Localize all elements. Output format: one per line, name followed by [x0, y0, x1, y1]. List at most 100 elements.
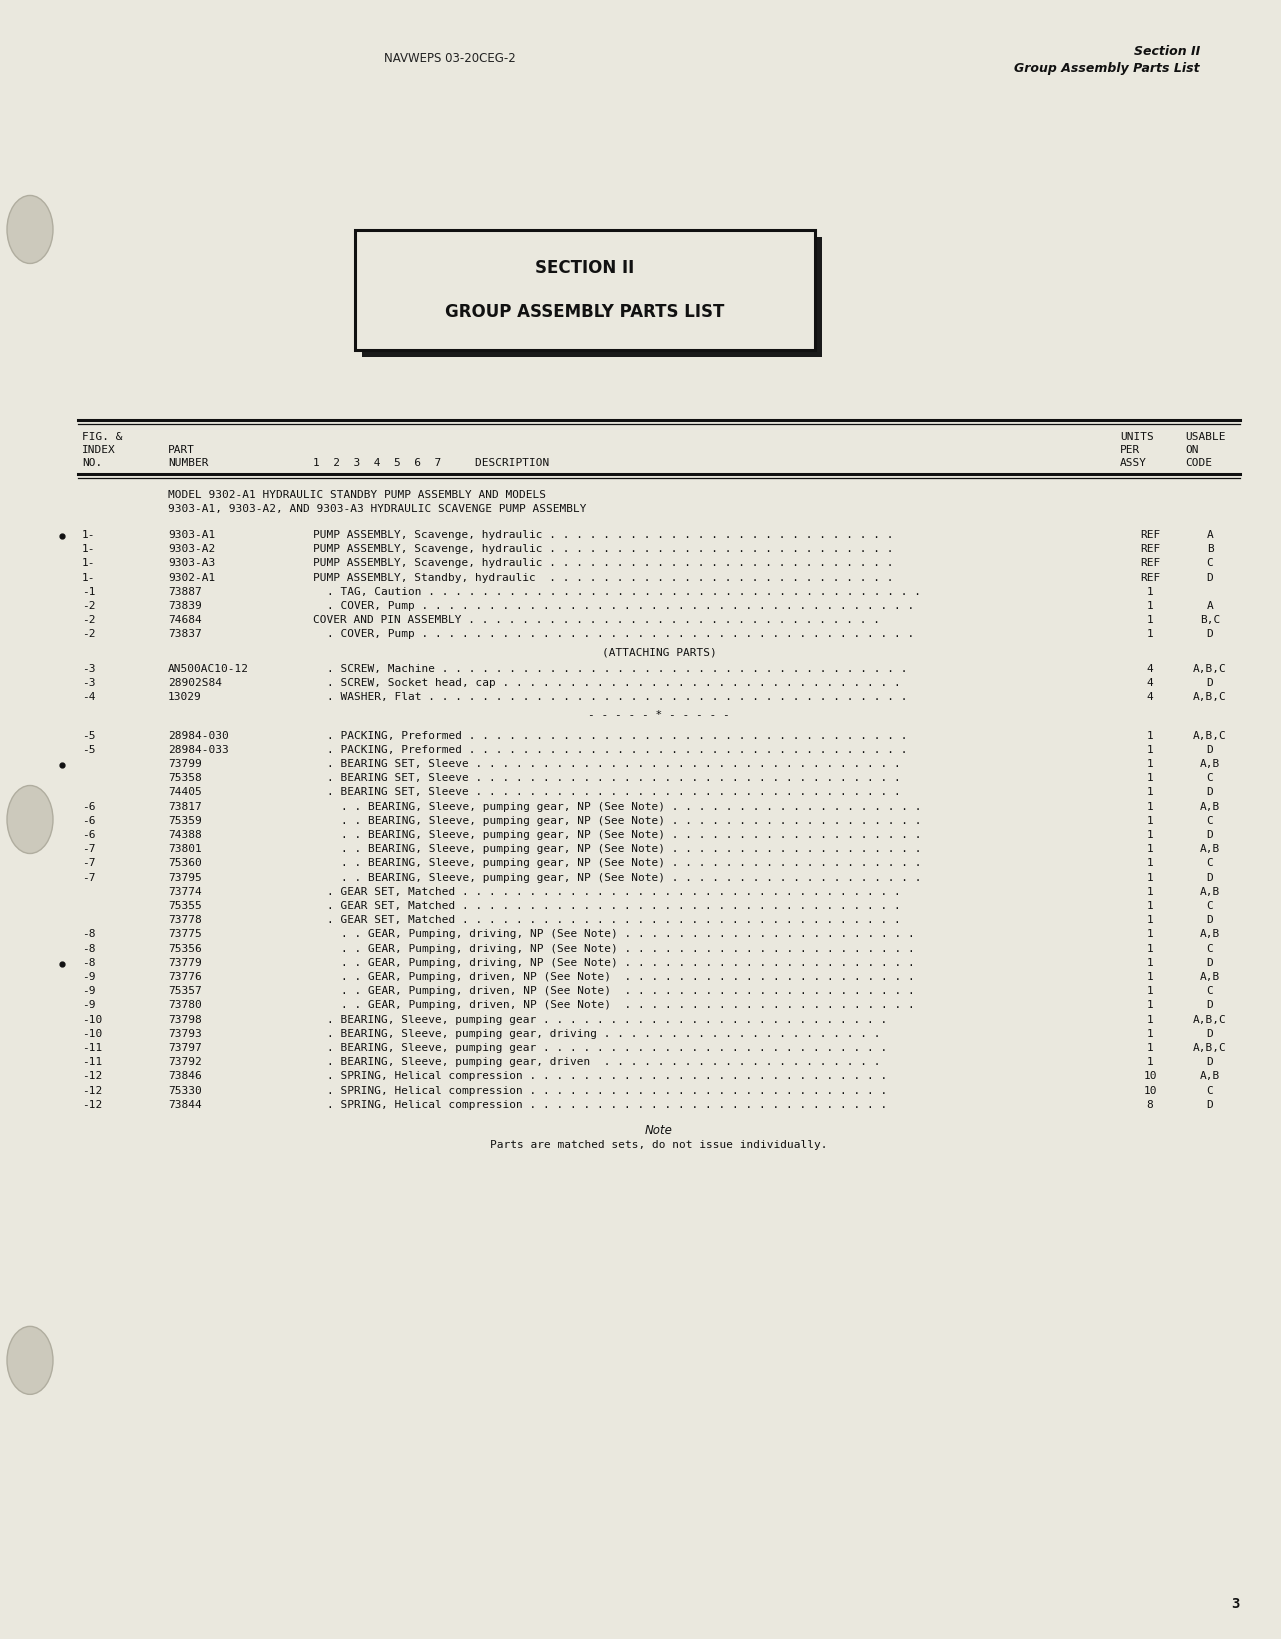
- Text: . BEARING, Sleeve, pumping gear . . . . . . . . . . . . . . . . . . . . . . . . : . BEARING, Sleeve, pumping gear . . . . …: [327, 1042, 888, 1052]
- Text: 1: 1: [1146, 829, 1153, 841]
- Text: -11: -11: [82, 1057, 102, 1067]
- Text: 28984-030: 28984-030: [168, 731, 229, 741]
- Text: . SPRING, Helical compression . . . . . . . . . . . . . . . . . . . . . . . . . : . SPRING, Helical compression . . . . . …: [327, 1100, 888, 1110]
- Text: 73837: 73837: [168, 629, 201, 639]
- Text: 1: 1: [1146, 587, 1153, 597]
- Text: . PACKING, Preformed . . . . . . . . . . . . . . . . . . . . . . . . . . . . . .: . PACKING, Preformed . . . . . . . . . .…: [327, 744, 907, 756]
- Text: PUMP ASSEMBLY, Scavenge, hydraulic . . . . . . . . . . . . . . . . . . . . . . .: PUMP ASSEMBLY, Scavenge, hydraulic . . .…: [313, 559, 894, 569]
- Text: A,B,C: A,B,C: [1193, 1015, 1227, 1024]
- Text: . BEARING, Sleeve, pumping gear, driving . . . . . . . . . . . . . . . . . . . .: . BEARING, Sleeve, pumping gear, driving…: [327, 1029, 880, 1039]
- Text: Parts are matched sets, do not issue individually.: Parts are matched sets, do not issue ind…: [491, 1141, 828, 1151]
- Text: 1: 1: [1146, 901, 1153, 911]
- Text: 73780: 73780: [168, 1000, 201, 1010]
- Text: C: C: [1207, 559, 1213, 569]
- Text: A: A: [1207, 529, 1213, 539]
- Text: NO.: NO.: [82, 457, 102, 469]
- Text: C: C: [1207, 987, 1213, 997]
- Text: . BEARING SET, Sleeve . . . . . . . . . . . . . . . . . . . . . . . . . . . . . : . BEARING SET, Sleeve . . . . . . . . . …: [327, 759, 901, 769]
- Text: D: D: [1207, 872, 1213, 882]
- Text: -3: -3: [82, 679, 96, 688]
- Text: 1: 1: [1146, 1057, 1153, 1067]
- Text: 1: 1: [1146, 1042, 1153, 1052]
- Text: . PACKING, Preformed . . . . . . . . . . . . . . . . . . . . . . . . . . . . . .: . PACKING, Preformed . . . . . . . . . .…: [327, 731, 907, 741]
- Text: 75355: 75355: [168, 901, 201, 911]
- Text: -2: -2: [82, 629, 96, 639]
- Bar: [363, 238, 822, 357]
- Text: D: D: [1207, 744, 1213, 756]
- Text: . GEAR SET, Matched . . . . . . . . . . . . . . . . . . . . . . . . . . . . . . : . GEAR SET, Matched . . . . . . . . . . …: [327, 915, 901, 924]
- Text: 75359: 75359: [168, 816, 201, 826]
- Text: 10: 10: [1143, 1072, 1157, 1082]
- Text: -11: -11: [82, 1042, 102, 1052]
- Text: . . GEAR, Pumping, driven, NP (See Note)  . . . . . . . . . . . . . . . . . . . : . . GEAR, Pumping, driven, NP (See Note)…: [341, 972, 915, 982]
- Text: 1: 1: [1146, 859, 1153, 869]
- Text: A,B,C: A,B,C: [1193, 692, 1227, 701]
- Text: C: C: [1207, 859, 1213, 869]
- Text: . SPRING, Helical compression . . . . . . . . . . . . . . . . . . . . . . . . . : . SPRING, Helical compression . . . . . …: [327, 1072, 888, 1082]
- Text: D: D: [1207, 915, 1213, 924]
- Text: 10: 10: [1143, 1085, 1157, 1095]
- Text: 9303-A1, 9303-A2, AND 9303-A3 HYDRAULIC SCAVENGE PUMP ASSEMBLY: 9303-A1, 9303-A2, AND 9303-A3 HYDRAULIC …: [168, 505, 587, 515]
- Text: 1-: 1-: [82, 529, 96, 539]
- Text: 73778: 73778: [168, 915, 201, 924]
- Text: 4: 4: [1146, 679, 1153, 688]
- Text: A,B,C: A,B,C: [1193, 731, 1227, 741]
- Text: 1-: 1-: [82, 544, 96, 554]
- Text: 73779: 73779: [168, 957, 201, 967]
- Text: -7: -7: [82, 844, 96, 854]
- Text: 74405: 74405: [168, 787, 201, 798]
- Text: -5: -5: [82, 744, 96, 756]
- Text: -8: -8: [82, 929, 96, 939]
- Text: A,B: A,B: [1200, 972, 1220, 982]
- Text: PUMP ASSEMBLY, Scavenge, hydraulic . . . . . . . . . . . . . . . . . . . . . . .: PUMP ASSEMBLY, Scavenge, hydraulic . . .…: [313, 529, 894, 539]
- Text: MODEL 9302-A1 HYDRAULIC STANDBY PUMP ASSEMBLY AND MODELS: MODEL 9302-A1 HYDRAULIC STANDBY PUMP ASS…: [168, 490, 546, 500]
- Text: REF: REF: [1140, 572, 1161, 582]
- Text: PART: PART: [168, 446, 195, 456]
- Text: . . BEARING, Sleeve, pumping gear, NP (See Note) . . . . . . . . . . . . . . . .: . . BEARING, Sleeve, pumping gear, NP (S…: [341, 859, 921, 869]
- Text: 73792: 73792: [168, 1057, 201, 1067]
- Text: A,B: A,B: [1200, 759, 1220, 769]
- Text: 1: 1: [1146, 615, 1153, 624]
- Text: A,B: A,B: [1200, 844, 1220, 854]
- Text: 73798: 73798: [168, 1015, 201, 1024]
- Text: 1: 1: [1146, 944, 1153, 954]
- Text: COVER AND PIN ASSEMBLY . . . . . . . . . . . . . . . . . . . . . . . . . . . . .: COVER AND PIN ASSEMBLY . . . . . . . . .…: [313, 615, 880, 624]
- Text: 1: 1: [1146, 1000, 1153, 1010]
- Text: REF: REF: [1140, 559, 1161, 569]
- Text: 73846: 73846: [168, 1072, 201, 1082]
- Text: . WASHER, Flat . . . . . . . . . . . . . . . . . . . . . . . . . . . . . . . . .: . WASHER, Flat . . . . . . . . . . . . .…: [327, 692, 907, 701]
- Text: 8: 8: [1146, 1100, 1153, 1110]
- Text: 1: 1: [1146, 801, 1153, 811]
- Text: -12: -12: [82, 1085, 102, 1095]
- Text: A,B: A,B: [1200, 929, 1220, 939]
- Text: USABLE: USABLE: [1185, 433, 1226, 443]
- Text: . SPRING, Helical compression . . . . . . . . . . . . . . . . . . . . . . . . . : . SPRING, Helical compression . . . . . …: [327, 1085, 888, 1095]
- Text: -2: -2: [82, 602, 96, 611]
- Text: 1-: 1-: [82, 572, 96, 582]
- Text: SECTION II: SECTION II: [535, 259, 634, 277]
- Text: PER: PER: [1120, 446, 1140, 456]
- Text: Group Assembly Parts List: Group Assembly Parts List: [1015, 62, 1200, 75]
- Text: 73793: 73793: [168, 1029, 201, 1039]
- Text: -7: -7: [82, 859, 96, 869]
- Text: PUMP ASSEMBLY, Scavenge, hydraulic . . . . . . . . . . . . . . . . . . . . . . .: PUMP ASSEMBLY, Scavenge, hydraulic . . .…: [313, 544, 894, 554]
- Text: . SCREW, Machine . . . . . . . . . . . . . . . . . . . . . . . . . . . . . . . .: . SCREW, Machine . . . . . . . . . . . .…: [327, 664, 907, 674]
- Text: 1: 1: [1146, 887, 1153, 897]
- Text: REF: REF: [1140, 544, 1161, 554]
- Text: 74684: 74684: [168, 615, 201, 624]
- Text: 1: 1: [1146, 972, 1153, 982]
- Text: 73839: 73839: [168, 602, 201, 611]
- Text: 73776: 73776: [168, 972, 201, 982]
- Text: 1  2  3  4  5  6  7     DESCRIPTION: 1 2 3 4 5 6 7 DESCRIPTION: [313, 457, 550, 469]
- Text: -10: -10: [82, 1029, 102, 1039]
- Text: AN500AC10-12: AN500AC10-12: [168, 664, 249, 674]
- Text: -2: -2: [82, 615, 96, 624]
- Text: 73775: 73775: [168, 929, 201, 939]
- Text: -9: -9: [82, 1000, 96, 1010]
- Text: 73774: 73774: [168, 887, 201, 897]
- Text: 3: 3: [1231, 1596, 1240, 1611]
- Text: 1: 1: [1146, 1015, 1153, 1024]
- Text: 73844: 73844: [168, 1100, 201, 1110]
- Text: 75330: 75330: [168, 1085, 201, 1095]
- Text: . BEARING, Sleeve, pumping gear . . . . . . . . . . . . . . . . . . . . . . . . : . BEARING, Sleeve, pumping gear . . . . …: [327, 1015, 888, 1024]
